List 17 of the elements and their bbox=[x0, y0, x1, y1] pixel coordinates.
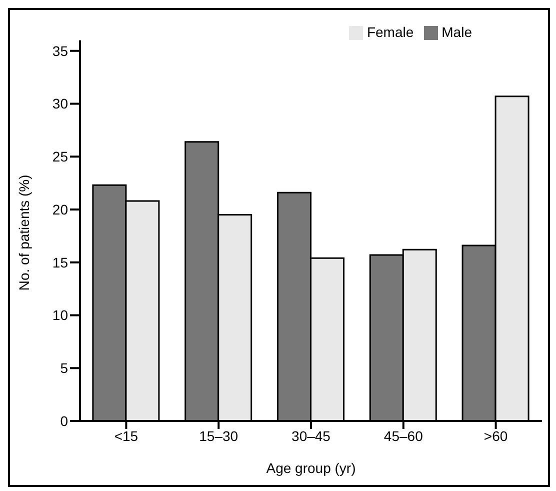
y-tick-label: 15 bbox=[52, 254, 68, 270]
x-tick-label: >60 bbox=[484, 428, 508, 444]
y-tick-label: 10 bbox=[52, 307, 68, 324]
legend-label: Female bbox=[366, 24, 414, 40]
y-tick-label: 20 bbox=[52, 201, 68, 218]
x-tick-label: 45–60 bbox=[384, 428, 424, 444]
y-tick-label: 35 bbox=[52, 42, 68, 59]
legend-label: Male bbox=[442, 24, 472, 40]
x-axis-title: Age group (yr) bbox=[266, 460, 356, 476]
x-tick-label: 30–45 bbox=[292, 428, 331, 444]
y-tick-label: 0 bbox=[60, 412, 68, 429]
y-axis-title: No. of patients (%) bbox=[16, 174, 32, 291]
y-tick-label: 5 bbox=[60, 360, 68, 376]
y-tick-label: 25 bbox=[52, 148, 68, 165]
y-tick-label: 30 bbox=[52, 96, 68, 112]
x-tick-label: 15–30 bbox=[199, 428, 238, 444]
x-tick-label: <15 bbox=[114, 428, 138, 444]
